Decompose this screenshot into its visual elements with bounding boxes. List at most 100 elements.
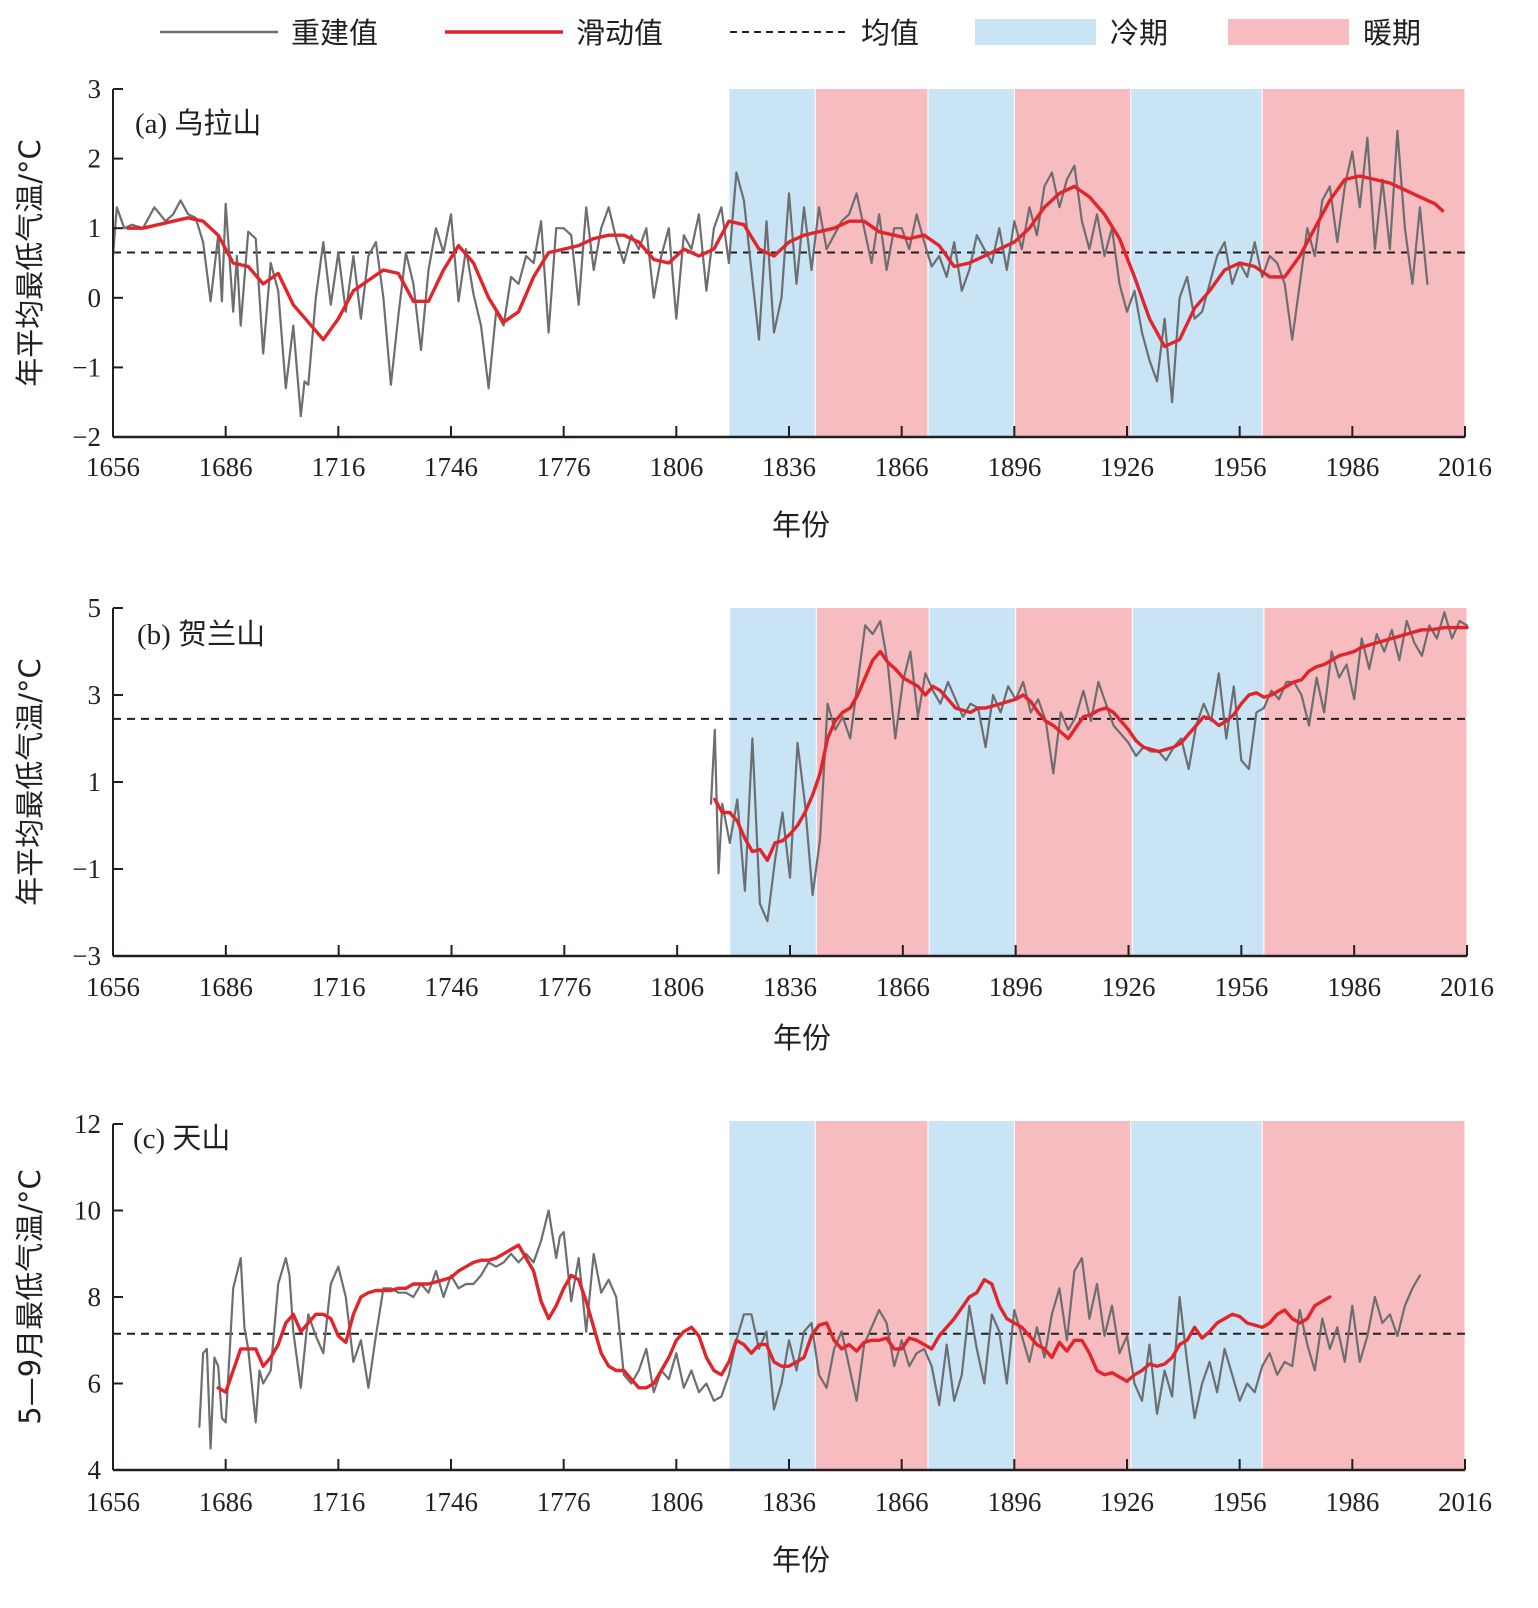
x-tick-label: 1746	[425, 972, 479, 1002]
x-tick-label: 1806	[649, 1487, 703, 1517]
x-tick-label: 1986	[1327, 972, 1381, 1002]
legend-item-2: 均值	[730, 16, 919, 50]
raw-series-line	[111, 129, 1429, 418]
y-tick-label: 3	[88, 74, 102, 104]
warm-period-band	[1014, 89, 1131, 437]
warm-period-band	[1264, 608, 1467, 956]
x-axis-title: 年份	[773, 1021, 831, 1055]
y-tick-label: 10	[74, 1196, 101, 1226]
smooth-series-line	[216, 1243, 1332, 1394]
x-tick-label: 1716	[311, 452, 365, 482]
y-tick-label: 2	[88, 144, 102, 174]
panel-title: (b) 贺兰山	[137, 618, 265, 651]
smooth-series-line	[713, 625, 1469, 862]
x-axis-title: 年份	[772, 508, 830, 542]
x-tick-label: 1686	[199, 1487, 253, 1517]
y-tick-label: 5	[88, 593, 102, 623]
panel-a: −2 −1 0 1 2 3 1656 1686 1716 1746 1776 1806 1836 1866…	[13, 74, 1492, 542]
warm-period-band	[1262, 1121, 1465, 1470]
x-tick-label: 1956	[1213, 1487, 1267, 1517]
x-tick-label: 1746	[424, 1487, 478, 1517]
y-tick-label: −3	[72, 941, 101, 971]
x-tick-label: 1836	[762, 1487, 816, 1517]
x-tick-label: 1656	[86, 1487, 140, 1517]
legend-item-3: 冷期	[975, 16, 1168, 50]
x-tick-label: 1746	[424, 452, 478, 482]
y-tick-label: 6	[88, 1369, 102, 1399]
x-tick-label: 1866	[875, 1487, 929, 1517]
warm-period-band	[815, 1121, 928, 1470]
x-tick-label: 1836	[762, 452, 816, 482]
legend-label: 重建值	[291, 16, 378, 50]
y-tick-label: 1	[88, 767, 102, 797]
raw-series-line	[198, 1209, 1422, 1450]
x-tick-label: 1926	[1100, 1487, 1154, 1517]
x-tick-label: 1956	[1214, 972, 1268, 1002]
legend-label: 暖期	[1363, 16, 1421, 50]
x-tick-label: 1986	[1325, 452, 1379, 482]
period-bands	[730, 608, 1467, 956]
x-tick-label: 1806	[650, 972, 704, 1002]
cold-period-band	[1131, 1121, 1262, 1470]
cold-period-swatch	[975, 19, 1096, 45]
x-tick-label: 1686	[199, 972, 253, 1002]
x-tick-label: 1776	[537, 452, 591, 482]
x-tick-label: 1896	[989, 972, 1043, 1002]
x-tick-label: 1836	[763, 972, 817, 1002]
x-tick-label: 1896	[987, 452, 1041, 482]
x-tick-label: 1776	[537, 1487, 591, 1517]
x-tick-label: 1866	[875, 452, 929, 482]
legend-label: 冷期	[1110, 16, 1168, 50]
raw-series-line	[709, 611, 1469, 923]
x-tick-label: 2016	[1438, 1487, 1492, 1517]
cold-period-band	[929, 608, 1016, 956]
x-tick-label: 1776	[537, 972, 591, 1002]
y-tick-label: 3	[88, 680, 102, 710]
y-axis-title: 年平均最低气温/°C	[13, 139, 47, 387]
panel-c: 4 6 8 10 12 1656 1686 1716 1746 1776 1806 1836 1866 1…	[13, 1109, 1492, 1577]
x-tick-label: 1686	[199, 452, 253, 482]
y-tick-label: 8	[88, 1282, 102, 1312]
panel-title: (a) 乌拉山	[135, 107, 261, 140]
x-tick-label: 1896	[987, 1487, 1041, 1517]
legend-label: 均值	[861, 16, 919, 50]
cold-period-band	[1132, 608, 1264, 956]
y-tick-label: −1	[72, 352, 101, 382]
smooth-series-line	[126, 174, 1445, 349]
x-tick-label: 1656	[86, 452, 140, 482]
legend-label: 滑动值	[576, 16, 663, 50]
x-tick-label: 1986	[1325, 1487, 1379, 1517]
x-tick-label: 1656	[86, 972, 140, 1002]
period-bands	[729, 89, 1465, 437]
legend: 重建值 滑动值 均值 冷期 暖期	[160, 16, 1421, 50]
panel-title: (c) 天山	[133, 1123, 230, 1155]
cold-period-band	[729, 89, 815, 437]
legend-item-0: 重建值	[160, 16, 378, 50]
x-tick-label: 1806	[649, 452, 703, 482]
cold-period-band	[729, 1121, 815, 1470]
y-tick-label: 1	[88, 213, 102, 243]
warm-period-swatch	[1228, 19, 1349, 45]
y-tick-label: 0	[88, 283, 102, 313]
legend-item-4: 暖期	[1228, 16, 1421, 50]
y-axis-title: 5—9月最低气温/°C	[13, 1169, 47, 1424]
x-axis-title: 年份	[772, 1543, 830, 1577]
x-tick-label: 1956	[1213, 452, 1267, 482]
x-tick-label: 1926	[1100, 452, 1154, 482]
y-tick-label: −2	[72, 422, 101, 452]
x-tick-label: 1716	[311, 1487, 365, 1517]
y-axis-title: 年平均最低气温/°C	[13, 658, 47, 906]
warm-period-band	[1016, 608, 1132, 956]
y-tick-label: 4	[88, 1455, 102, 1485]
x-tick-label: 2016	[1438, 452, 1492, 482]
x-tick-label: 1716	[312, 972, 366, 1002]
warm-period-band	[816, 608, 929, 956]
legend-item-1: 滑动值	[445, 16, 663, 50]
x-tick-label: 1866	[876, 972, 930, 1002]
y-tick-label: 12	[74, 1109, 101, 1139]
panel-b: −3 −1 1 3 5 1656 1686 1716 1746 1776 1806 1836 1866 1…	[13, 593, 1494, 1055]
period-bands	[729, 1121, 1465, 1470]
x-tick-label: 1926	[1102, 972, 1156, 1002]
y-tick-label: −1	[72, 854, 101, 884]
